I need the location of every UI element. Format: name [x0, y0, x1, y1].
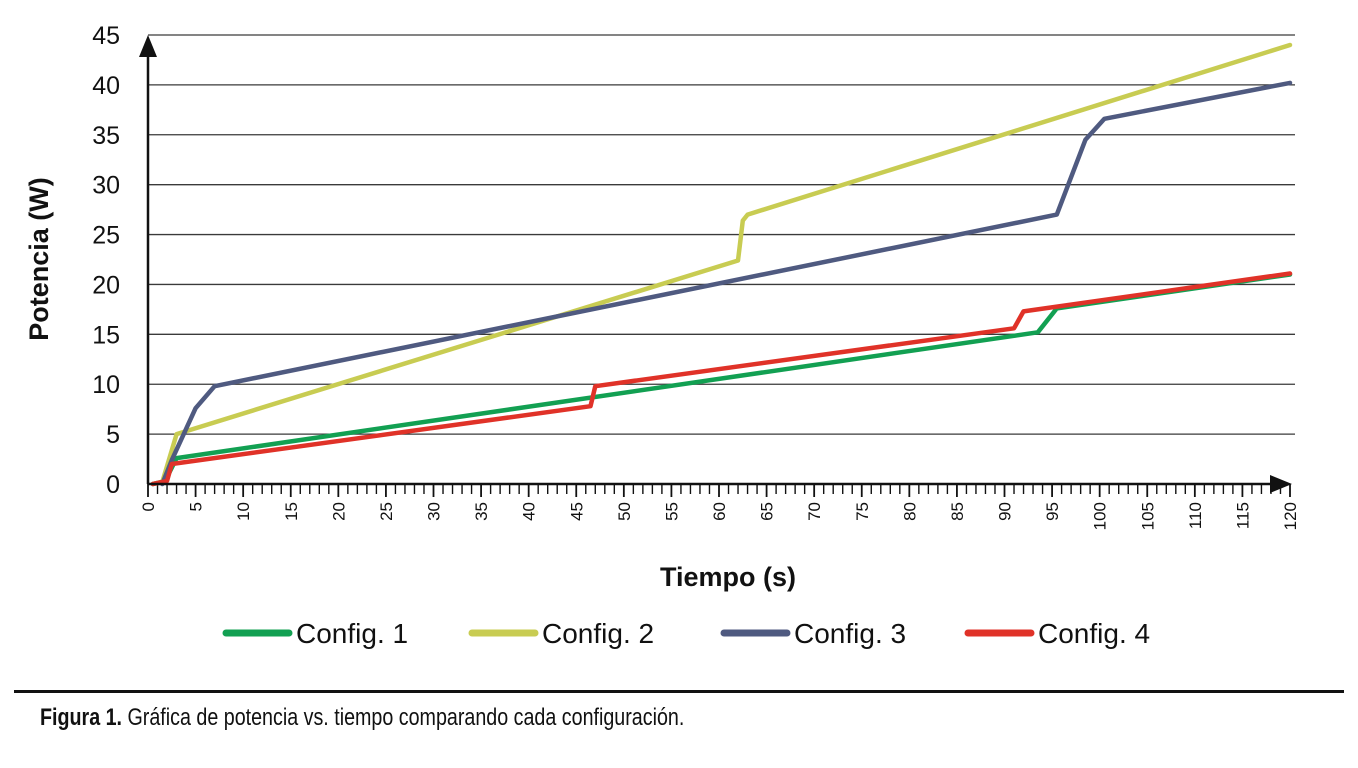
x-minor-ticks	[147, 484, 1291, 497]
x-tick-label: 40	[520, 502, 539, 521]
gridlines	[148, 34, 1295, 435]
x-tick-label: 100	[1091, 502, 1110, 530]
x-tick-label: 0	[139, 502, 158, 511]
x-axis-title: Tiempo (s)	[660, 562, 796, 592]
x-tick-label: 15	[282, 502, 301, 521]
series-line-1	[150, 272, 1293, 487]
axes	[139, 35, 1292, 493]
x-tick-label: 90	[996, 502, 1015, 521]
line-chart: 0 5 10 15 20 25 30 35 40 45 0 5 10 15 20 25 30 35 40 45 50 5…	[24, 22, 1300, 649]
x-axis-arrow	[1270, 475, 1292, 493]
x-tick-label: 5	[187, 502, 206, 511]
y-tick-label: 30	[92, 172, 120, 200]
x-tick-label: 35	[472, 502, 491, 521]
x-tick-label: 10	[234, 502, 253, 521]
x-tick-label: 120	[1281, 502, 1300, 530]
series-line-4	[150, 271, 1293, 487]
x-tick-label: 70	[805, 502, 824, 521]
caption-text: Gráfica de potencia vs. tiempo comparand…	[122, 704, 685, 731]
legend: Config. 1 Config. 2 Config. 3 Config. 4	[222, 618, 1150, 649]
x-tick-label: 25	[377, 502, 396, 521]
x-tick-label: 50	[615, 502, 634, 521]
legend-label-2: Config. 2	[542, 618, 654, 649]
x-tick-label: 115	[1233, 502, 1252, 529]
y-tick-label: 15	[92, 321, 120, 349]
legend-label-4: Config. 4	[1038, 618, 1150, 649]
x-tick-label: 65	[758, 502, 777, 521]
x-tick-label: 85	[948, 502, 967, 521]
y-tick-label: 25	[92, 222, 120, 250]
figure-caption: Figura 1. Gráfica de potencia vs. tiempo…	[40, 704, 684, 732]
y-tick-labels: 0 5 10 15 20 25 30 35 40 45	[92, 22, 120, 499]
caption-label: Figura 1.	[40, 704, 123, 731]
x-tick-label: 55	[662, 502, 681, 521]
x-tick-label: 80	[900, 502, 919, 521]
legend-label-3: Config. 3	[794, 618, 906, 649]
x-tick-label: 60	[710, 502, 729, 521]
series-lines	[150, 42, 1293, 487]
y-tick-label: 40	[92, 72, 120, 100]
x-tick-labels: 0 5 10 15 20 25 30 35 40 45 50 55 60 65 70 75 80 85 90 95 10…	[139, 502, 1300, 530]
x-tick-label: 95	[1043, 502, 1062, 521]
y-axis-title: Potencia (W)	[24, 177, 54, 341]
x-tick-label: 20	[329, 502, 348, 521]
chart-area: 0 5 10 15 20 25 30 35 40 45 0 5 10 15 20 25 30 35 40 45 50 5…	[24, 22, 1300, 649]
series-line-3	[160, 80, 1293, 487]
x-tick-label: 105	[1138, 502, 1157, 530]
y-axis-arrow	[139, 35, 157, 57]
y-tick-label: 10	[92, 371, 120, 399]
y-tick-label: 0	[106, 471, 120, 499]
x-tick-label: 75	[853, 502, 872, 521]
legend-label-1: Config. 1	[296, 618, 408, 649]
y-tick-label: 5	[106, 421, 120, 449]
x-tick-label: 45	[567, 502, 586, 521]
series-line-2	[150, 42, 1293, 487]
x-tick-label: 30	[425, 502, 444, 521]
y-tick-label: 20	[92, 271, 120, 299]
caption-divider	[14, 690, 1344, 693]
y-tick-label: 45	[92, 22, 120, 50]
y-tick-label: 35	[92, 122, 120, 150]
x-tick-label: 110	[1186, 502, 1205, 529]
